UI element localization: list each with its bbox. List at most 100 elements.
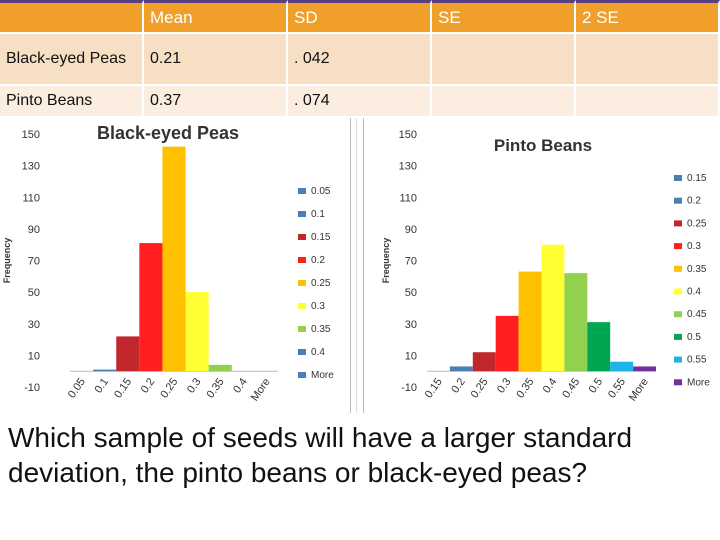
header-cell-sd: SD — [288, 0, 432, 34]
x-tick-label: 0.45 — [560, 376, 582, 400]
x-tick-label: 0.4 — [231, 376, 250, 395]
x-tick-label: 0.2 — [449, 376, 468, 395]
legend-swatch — [298, 234, 306, 240]
legend-label: 0.05 — [311, 186, 331, 197]
legend-label: 0.2 — [687, 196, 701, 207]
cell-black-eyed-sd: . 042 — [288, 34, 432, 86]
legend-label: 0.3 — [311, 301, 325, 312]
x-tick-label: 0.25 — [158, 376, 180, 400]
bar-0-45 — [564, 273, 588, 372]
cell-black-eyed-se — [432, 34, 576, 86]
x-tick-label: 0.15 — [423, 376, 445, 400]
cell-black-eyed-2se — [576, 34, 720, 86]
legend-swatch — [674, 356, 682, 363]
legend-swatch — [674, 311, 682, 318]
legend-swatch — [298, 211, 306, 217]
cell-pinto-sd: . 074 — [288, 86, 432, 118]
legend-label: 0.1 — [311, 209, 325, 220]
bar-0-3 — [495, 315, 519, 372]
x-tick-label: 0.3 — [495, 376, 514, 395]
x-tick-label: 0.1 — [93, 376, 112, 395]
y-tick-label: 10 — [405, 350, 417, 362]
row-label-black-eyed-peas: Black-eyed Peas — [0, 34, 144, 86]
legend-label: More — [687, 377, 710, 388]
chart-title: Black-eyed Peas — [97, 123, 239, 143]
legend-swatch — [674, 288, 682, 295]
bar-0-2 — [449, 366, 473, 372]
x-tick-label: 0.3 — [185, 376, 204, 395]
legend-label: 0.2 — [311, 255, 325, 266]
x-tick-label: 0.35 — [205, 376, 227, 400]
y-tick-label: 50 — [405, 287, 417, 299]
legend-label: 0.35 — [687, 264, 707, 275]
legend-label: 0.45 — [687, 309, 707, 320]
x-tick-label: 0.25 — [469, 376, 491, 400]
cell-pinto-mean: 0.37 — [144, 86, 288, 118]
stats-table: Mean SD SE 2 SE Black-eyed Peas 0.21 . 0… — [0, 0, 720, 118]
legend-label: 0.4 — [687, 287, 701, 298]
x-tick-label: 0.05 — [66, 376, 88, 400]
legend-swatch — [674, 220, 682, 227]
legend-swatch — [298, 303, 306, 309]
header-cell-mean: Mean — [144, 0, 288, 34]
y-tick-label: 90 — [28, 224, 40, 236]
legend-swatch — [298, 372, 306, 378]
legend-label: 0.4 — [311, 347, 325, 358]
bar-0-15 — [116, 336, 140, 372]
cell-pinto-2se — [576, 86, 720, 118]
legend-swatch — [298, 188, 306, 194]
legend-label: 0.25 — [687, 218, 707, 229]
bar-0-35 — [208, 364, 232, 372]
bar-0-55 — [610, 361, 634, 372]
x-tick-label: 0.5 — [587, 376, 606, 395]
y-tick-label: 90 — [405, 224, 417, 236]
y-tick-label: 50 — [28, 287, 40, 299]
bar-0-25 — [472, 352, 496, 372]
legend-label: 0.5 — [687, 332, 701, 343]
legend-swatch — [674, 243, 682, 250]
legend-label: More — [311, 370, 334, 381]
legend-swatch — [298, 257, 306, 263]
y-tick-label: 70 — [28, 256, 40, 268]
bar-0-2 — [139, 243, 163, 372]
y-tick-label: 130 — [22, 161, 40, 173]
header-cell-2se: 2 SE — [576, 0, 720, 34]
bar-0-35 — [518, 271, 542, 372]
row-label-pinto-beans: Pinto Beans — [0, 86, 144, 118]
header-cell-empty — [0, 0, 144, 34]
chart-title: Pinto Beans — [494, 136, 592, 155]
cell-pinto-se — [432, 86, 576, 118]
legend-label: 0.15 — [687, 173, 707, 184]
legend-label: 0.3 — [687, 241, 701, 252]
y-tick-label: 30 — [28, 319, 40, 331]
x-tick-label: 0.55 — [606, 376, 628, 400]
bar-0-4 — [541, 244, 565, 372]
legend-label: 0.15 — [311, 232, 331, 243]
y-tick-label: 30 — [405, 319, 417, 331]
x-tick-label: 0.4 — [541, 376, 560, 395]
legend-swatch — [298, 280, 306, 286]
legend-label: 0.55 — [687, 355, 707, 366]
x-tick-label: 0.35 — [514, 376, 536, 400]
chart-divider — [350, 118, 364, 413]
black-eyed-peas-histogram: Black-eyed Peas Frequency 150 130 110 90 70 50 3… — [2, 123, 334, 403]
legend-swatch — [674, 333, 682, 340]
legend-swatch — [674, 175, 682, 181]
y-axis-label: Frequency — [2, 238, 12, 284]
legend-swatch — [674, 197, 682, 204]
x-tick-label: More — [627, 376, 651, 403]
bar-0-25 — [162, 146, 186, 372]
legend-swatch — [298, 326, 306, 332]
legend-label: 0.25 — [311, 278, 331, 289]
y-axis-label: Frequency — [381, 238, 391, 284]
bar-0-5 — [587, 322, 611, 372]
x-tick-label: 0.2 — [139, 376, 158, 395]
x-tick-label: 0.15 — [112, 376, 134, 400]
y-tick-label: 70 — [405, 256, 417, 268]
bar-0-1 — [93, 369, 117, 372]
cell-black-eyed-mean: 0.21 — [144, 34, 288, 86]
pinto-beans-histogram: Pinto Beans Frequency 150 130 110 90 70 50 30 10 -… — [381, 129, 710, 403]
legend-swatch — [298, 349, 306, 355]
y-tick-label: 130 — [399, 161, 417, 173]
x-tick-label: More — [249, 376, 273, 403]
